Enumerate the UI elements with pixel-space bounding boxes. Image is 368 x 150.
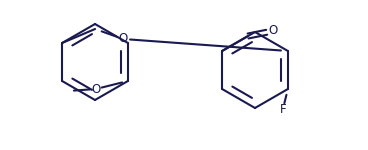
Text: O: O (118, 33, 128, 45)
Text: O: O (268, 24, 278, 38)
Text: F: F (280, 102, 286, 116)
Text: O: O (91, 82, 100, 96)
